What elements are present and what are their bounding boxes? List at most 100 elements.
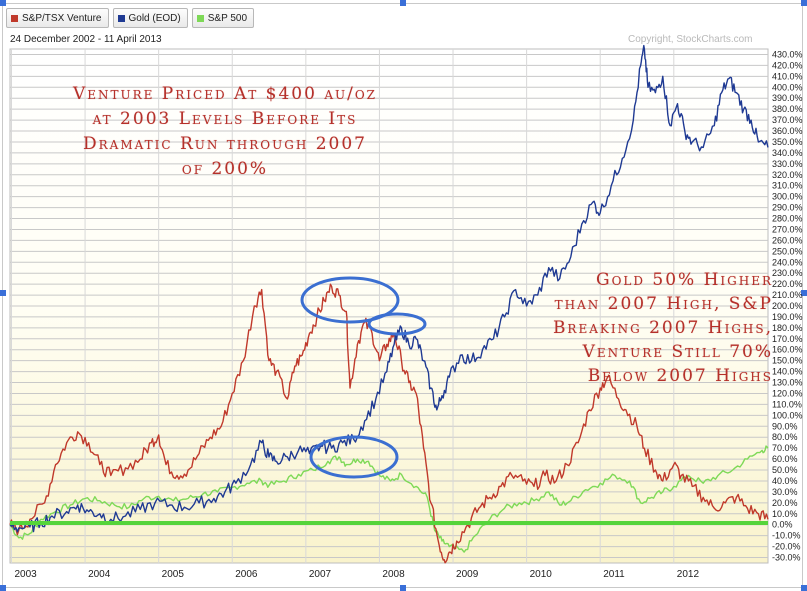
- y-tick-label: 400.0%: [772, 82, 803, 92]
- x-tick-label: 2010: [530, 569, 553, 580]
- legend-swatch-gold: [117, 14, 125, 22]
- y-tick-label: 370.0%: [772, 115, 803, 125]
- y-tick-label: 430.0%: [772, 49, 803, 59]
- x-axis: 2003 2004 2005 2006 2007 2008 2009 2010 2011 2012: [14, 569, 699, 580]
- y-tick-label: 390.0%: [772, 93, 803, 103]
- x-tick-label: 2005: [162, 569, 185, 580]
- y-tick-label: -30.0%: [772, 553, 801, 563]
- selection-handle-top-right[interactable]: [801, 0, 807, 6]
- annotation-gold-line: Breaking 2007 Highs,: [552, 318, 773, 338]
- annotation-venture: Venture Priced At $400 au/oz at 2003 Lev…: [55, 82, 395, 182]
- y-tick-label: -20.0%: [772, 542, 801, 552]
- y-tick-label: 280.0%: [772, 214, 803, 224]
- x-tick-label: 2011: [603, 569, 625, 580]
- y-tick-label: 0.0%: [772, 520, 793, 530]
- y-tick-label: 330.0%: [772, 159, 803, 169]
- highlight-ellipses: [300, 276, 427, 479]
- x-tick-label: 2009: [456, 569, 479, 580]
- annotation-gold-line: Venture Still 70%: [582, 342, 773, 362]
- y-tick-label: 340.0%: [772, 148, 803, 158]
- y-tick-label: 80.0%: [772, 432, 798, 442]
- y-tick-label: 260.0%: [772, 235, 803, 245]
- legend-label-sp500: S&P 500: [207, 12, 248, 24]
- y-tick-label: 50.0%: [772, 465, 798, 475]
- legend-item-gold[interactable]: Gold (EOD): [112, 8, 188, 28]
- series-line-venture: [9, 283, 769, 564]
- selection-handle-top-middle[interactable]: [400, 0, 406, 6]
- x-tick-label: 2006: [235, 569, 258, 580]
- highlight-ellipse-sp500-2007: [309, 435, 399, 479]
- y-tick-label: 130.0%: [772, 378, 803, 388]
- y-tick-label: 70.0%: [772, 443, 798, 453]
- selection-handle-top-left[interactable]: [0, 0, 6, 6]
- x-tick-label: 2004: [88, 569, 111, 580]
- annotation-gold: Gold 50% Higher than 2007 High, S&P Brea…: [535, 268, 773, 388]
- selection-handle-bottom-left[interactable]: [0, 585, 6, 591]
- x-tick-label: 2012: [677, 569, 700, 580]
- series-line-sp500: [9, 445, 769, 553]
- y-tick-label: 420.0%: [772, 60, 803, 70]
- selection-handle-bottom-right[interactable]: [801, 585, 807, 591]
- legend: S&P/TSX Venture Gold (EOD) S&P 500: [6, 8, 255, 30]
- y-tick-label: 270.0%: [772, 224, 803, 234]
- y-tick-label: 170.0%: [772, 334, 803, 344]
- y-tick-label: 140.0%: [772, 367, 803, 377]
- y-tick-label: 20.0%: [772, 498, 798, 508]
- legend-label-venture: S&P/TSX Venture: [22, 12, 102, 24]
- y-tick-label: 210.0%: [772, 290, 803, 300]
- annotation-gold-line: Gold 50% Higher: [595, 270, 773, 290]
- y-tick-label: 40.0%: [772, 476, 798, 486]
- date-range: 24 December 2002 - 11 April 2013: [10, 34, 162, 45]
- y-tick-label: -10.0%: [772, 531, 801, 541]
- legend-item-venture[interactable]: S&P/TSX Venture: [6, 8, 109, 28]
- y-tick-label: 30.0%: [772, 487, 798, 497]
- x-tick-label: 2007: [309, 569, 332, 580]
- legend-item-sp500[interactable]: S&P 500: [191, 8, 255, 28]
- y-tick-label: 110.0%: [772, 399, 802, 409]
- y-tick-label: 230.0%: [772, 268, 803, 278]
- y-tick-label: 200.0%: [772, 301, 803, 311]
- legend-swatch-venture: [11, 14, 18, 22]
- series-lines: [9, 44, 769, 564]
- y-tick-label: 160.0%: [772, 345, 803, 355]
- y-tick-label: 190.0%: [772, 312, 803, 322]
- y-tick-label: 90.0%: [772, 421, 798, 431]
- y-tick-label: 150.0%: [772, 356, 803, 366]
- annotation-venture-line: Dramatic Run through 2007: [83, 134, 367, 154]
- annotation-venture-line: of 200%: [181, 159, 269, 179]
- x-tick-label: 2008: [382, 569, 405, 580]
- highlight-ellipse-venture-peak: [300, 276, 400, 324]
- y-tick-label: 350.0%: [772, 137, 803, 147]
- legend-label-gold: Gold (EOD): [128, 12, 181, 24]
- selection-handle-bottom-middle[interactable]: [400, 585, 406, 591]
- selection-handle-middle-left[interactable]: [0, 290, 6, 296]
- highlight-ellipse-gold-2008: [367, 312, 427, 336]
- y-tick-label: 240.0%: [772, 257, 803, 267]
- y-axis: 430.0%420.0%410.0%400.0%390.0%380.0%370.…: [772, 49, 803, 562]
- annotation-venture-line: Venture Priced At $400 au/oz: [72, 84, 378, 104]
- y-tick-label: 120.0%: [772, 388, 803, 398]
- annotation-gold-line: than 2007 High, S&P: [554, 294, 773, 314]
- y-tick-label: 290.0%: [772, 203, 803, 213]
- series-line-gold: [9, 44, 769, 533]
- y-tick-label: 250.0%: [772, 246, 803, 256]
- y-tick-label: 410.0%: [772, 71, 803, 81]
- annotation-venture-line: at 2003 Levels Before Its: [92, 109, 358, 129]
- y-tick-label: 100.0%: [772, 410, 803, 420]
- y-tick-label: 310.0%: [772, 181, 803, 191]
- grid: [10, 49, 768, 563]
- y-tick-label: 380.0%: [772, 104, 803, 114]
- y-tick-label: 60.0%: [772, 454, 798, 464]
- y-tick-label: 220.0%: [772, 279, 803, 289]
- selection-handle-middle-right[interactable]: [801, 290, 807, 296]
- annotation-gold-line: Below 2007 Highs: [587, 366, 773, 386]
- y-tick-label: 300.0%: [772, 192, 803, 202]
- y-tick-label: 180.0%: [772, 323, 803, 333]
- x-tick-label: 2003: [14, 569, 37, 580]
- copyright-text: Copyright, StockCharts.com: [628, 34, 753, 45]
- y-tick-label: 320.0%: [772, 170, 803, 180]
- y-tick-label: 10.0%: [772, 509, 798, 519]
- y-tick-label: 360.0%: [772, 126, 803, 136]
- legend-swatch-sp500: [196, 14, 204, 22]
